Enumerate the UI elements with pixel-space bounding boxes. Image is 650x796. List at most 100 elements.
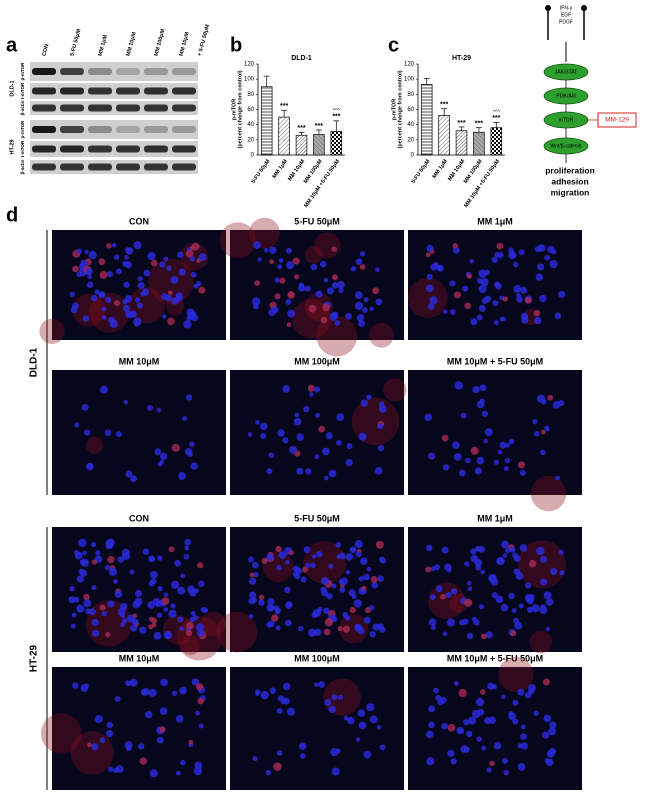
nucleus	[105, 730, 114, 738]
nucleus	[425, 566, 432, 573]
nucleus	[503, 769, 510, 776]
nucleus	[254, 280, 261, 287]
blot-band	[144, 126, 168, 133]
nucleus	[323, 607, 330, 615]
nucleus	[76, 604, 85, 613]
nucleus	[151, 617, 158, 624]
micrograph	[408, 370, 582, 495]
lane-label: MM 1μM	[98, 34, 110, 57]
nucleus	[159, 726, 166, 733]
nucleus	[489, 760, 495, 767]
nucleus	[184, 447, 193, 456]
significance-2: ^^^	[493, 110, 501, 116]
blot-band	[144, 145, 168, 153]
nucleus	[369, 715, 378, 724]
nucleus	[475, 545, 482, 552]
nucleus	[549, 721, 557, 729]
red-stain	[383, 378, 407, 402]
nucleus	[466, 580, 472, 586]
nucleus	[429, 296, 438, 305]
inhibitor-label: MM-129	[605, 117, 629, 124]
nucleus	[76, 248, 83, 254]
nucleus	[76, 575, 85, 583]
nucleus	[478, 269, 487, 278]
nucleus	[151, 622, 157, 628]
nucleus	[453, 681, 459, 687]
nucleus	[108, 567, 117, 576]
nucleus	[266, 553, 274, 561]
nucleus	[508, 712, 517, 721]
nucleus	[531, 604, 540, 613]
blot-band	[172, 104, 196, 112]
y-tick-label: 80	[247, 92, 254, 98]
nucleus	[186, 315, 192, 322]
nucleus	[276, 750, 283, 756]
nucleus	[540, 429, 546, 435]
red-stain	[200, 611, 226, 637]
nucleus	[459, 729, 465, 734]
nucleus	[134, 589, 143, 598]
nucleus	[284, 586, 291, 594]
nucleus	[517, 743, 523, 749]
nucleus	[342, 611, 348, 618]
nucleus	[358, 319, 366, 327]
nucleus	[353, 599, 362, 608]
red-stain	[303, 541, 347, 585]
nucleus	[475, 697, 485, 707]
blot-band	[144, 104, 168, 112]
nucleus	[462, 618, 469, 625]
micrograph-title: CON	[129, 513, 149, 523]
nucleus	[476, 456, 485, 465]
nucleus	[273, 762, 282, 771]
nucleus	[163, 630, 173, 640]
nucleus	[133, 241, 142, 250]
significance: ***	[457, 120, 465, 127]
nucleus	[558, 290, 566, 299]
nucleus	[329, 312, 338, 321]
lane-label: MM 100μM	[154, 28, 167, 57]
nucleus	[182, 416, 188, 421]
bar	[295, 134, 308, 156]
nucleus	[513, 617, 519, 624]
nucleus	[180, 573, 186, 579]
nucleus	[315, 412, 321, 418]
nucleus	[547, 394, 554, 401]
nucleus	[358, 576, 364, 582]
nucleus	[446, 618, 455, 627]
nucleus	[274, 277, 280, 283]
nucleus	[278, 551, 287, 559]
lane-label: CON	[42, 44, 51, 57]
nucleus	[107, 538, 115, 547]
red-stain	[428, 582, 465, 619]
nucleus	[178, 472, 186, 480]
nucleus	[185, 629, 193, 637]
nucleus	[466, 632, 474, 640]
nucleus	[119, 622, 125, 628]
nucleus	[149, 769, 158, 778]
nucleus	[337, 626, 343, 632]
nucleus	[435, 585, 443, 593]
nucleus	[458, 688, 467, 698]
bar	[330, 131, 343, 156]
nucleus	[81, 403, 89, 411]
y-axis-label-sub: (percent change from control)	[237, 70, 243, 148]
x-tick-label: MM 10μM +5-FU 50μM	[463, 158, 501, 209]
nucleus	[255, 420, 260, 425]
nucleus	[377, 423, 384, 430]
nucleus	[83, 593, 90, 601]
nucleus	[282, 697, 290, 705]
nucleus	[260, 432, 267, 439]
nucleus	[170, 276, 179, 284]
nucleus	[299, 753, 306, 759]
nucleus	[275, 545, 282, 553]
nucleus	[305, 562, 311, 568]
nucleus	[475, 564, 482, 571]
nucleus	[544, 425, 550, 432]
panel-label: c	[388, 34, 399, 56]
nucleus	[190, 611, 196, 616]
nucleus	[165, 294, 173, 302]
nucleus	[287, 291, 295, 299]
red-stain	[70, 731, 114, 775]
nucleus	[510, 630, 517, 637]
nucleus	[460, 745, 469, 753]
